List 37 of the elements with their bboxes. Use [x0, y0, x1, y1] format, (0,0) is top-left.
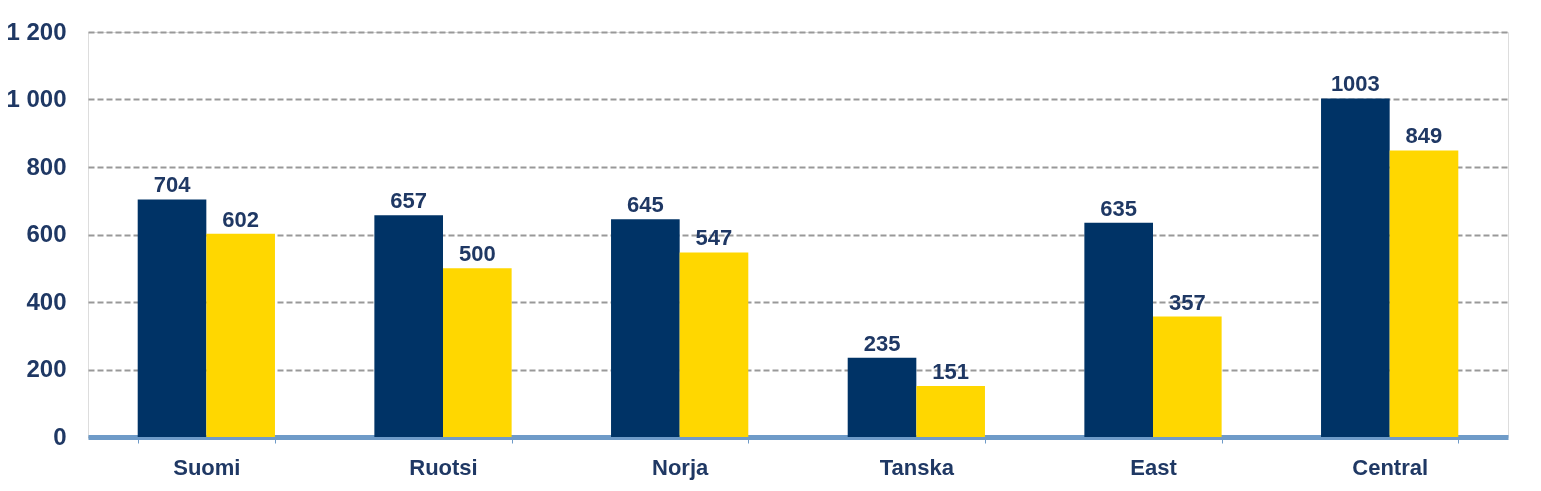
- data-label: 1003: [1330, 71, 1380, 97]
- bar: [847, 357, 917, 437]
- data-label: 657: [390, 188, 428, 214]
- x-tick-label: Central: [1352, 454, 1429, 480]
- x-tick-label: Tanska: [879, 454, 955, 480]
- x-tick-label: Norja: [652, 454, 710, 480]
- bar: [1084, 222, 1153, 437]
- bar: [1153, 316, 1222, 437]
- x-tick-label: Ruotsi: [409, 454, 478, 480]
- x-tick-label: Suomi: [173, 454, 241, 480]
- bar: [916, 386, 985, 437]
- bar: [679, 252, 749, 437]
- data-label: 635: [1100, 195, 1138, 221]
- y-tick-label: 400: [26, 287, 67, 315]
- bar: [611, 219, 680, 437]
- bar: [1321, 98, 1390, 437]
- data-label: 357: [1168, 289, 1206, 315]
- y-tick-label: 1 000: [6, 85, 67, 112]
- y-tick-label: 600: [26, 220, 67, 247]
- bar: [137, 199, 207, 437]
- data-label: 704: [153, 172, 192, 198]
- bar: [1389, 150, 1459, 437]
- data-label: 849: [1405, 123, 1443, 149]
- y-tick-label: 0: [53, 422, 67, 450]
- bar: [443, 268, 512, 437]
- data-label: 500: [458, 241, 496, 267]
- bar: [374, 215, 443, 437]
- data-label: 645: [626, 192, 664, 218]
- data-label: 547: [695, 225, 733, 251]
- data-label: 602: [222, 206, 260, 232]
- y-tick-label: 800: [26, 152, 67, 180]
- y-tick-label: 200: [26, 355, 67, 382]
- x-tick-label: East: [1130, 454, 1178, 480]
- bar: [206, 233, 275, 437]
- data-label: 151: [932, 359, 970, 385]
- y-tick-label: 1 200: [6, 17, 67, 45]
- data-label: 235: [863, 330, 901, 356]
